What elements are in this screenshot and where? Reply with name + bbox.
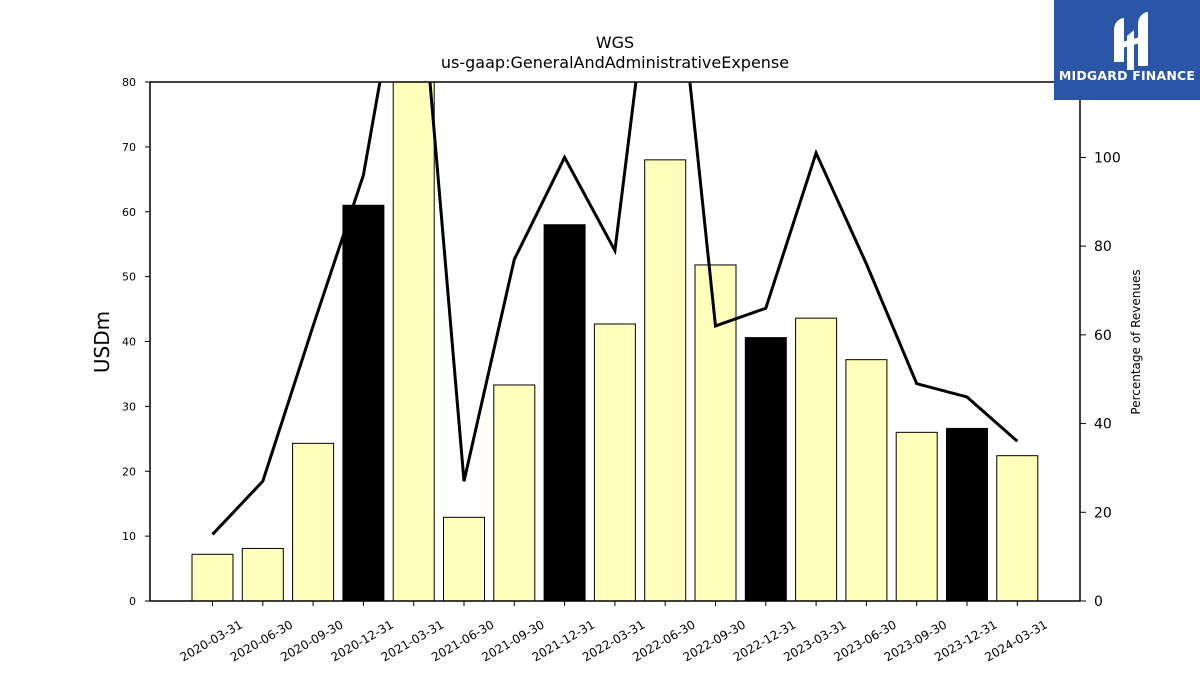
bar [392,82,435,601]
y-tick-label: 40 [122,336,136,349]
bar [241,547,284,601]
series-line [211,82,1019,536]
y-right-tick-label: 100 [1094,150,1121,166]
bar [593,323,636,601]
y-tick-label: 60 [122,206,136,219]
bar [744,337,787,601]
y-right-tick-label: 20 [1094,505,1112,521]
y-tick-label: 0 [129,595,136,608]
chart-title: WGS [596,33,634,52]
bar [191,553,234,601]
y-axis-label: USDm [90,311,114,373]
y-right-tick-label: 0 [1094,594,1103,610]
bar [493,384,536,601]
bar [946,427,988,601]
y-tick-label: 20 [122,465,136,478]
chart-subtitle: us-gaap:GeneralAndAdministrativeExpense [441,53,789,72]
bar [895,431,938,601]
bar [543,224,586,601]
logo-text: MIDGARD FINANCE [1058,68,1196,83]
logo-mark-icon [1114,12,1148,70]
bar [443,516,485,601]
y-tick-label: 50 [122,271,136,284]
y-right-tick-label: 60 [1094,328,1112,344]
bar [795,317,838,601]
y-right-tick-label: 40 [1094,417,1112,433]
bar [996,455,1039,601]
y-tick-label: 30 [122,400,136,413]
brand-logo: MIDGARD FINANCE [1054,0,1200,100]
y-right-tick-label: 80 [1094,239,1112,255]
y-tick-label: 10 [122,530,136,543]
y-tick-label: 80 [122,76,136,89]
bar [342,204,385,601]
bar [292,442,335,601]
bar [644,159,687,601]
bar [845,359,888,601]
y-tick-label: 70 [122,141,136,154]
y-axis-right-label: Percentage of Revenues [1129,269,1143,414]
